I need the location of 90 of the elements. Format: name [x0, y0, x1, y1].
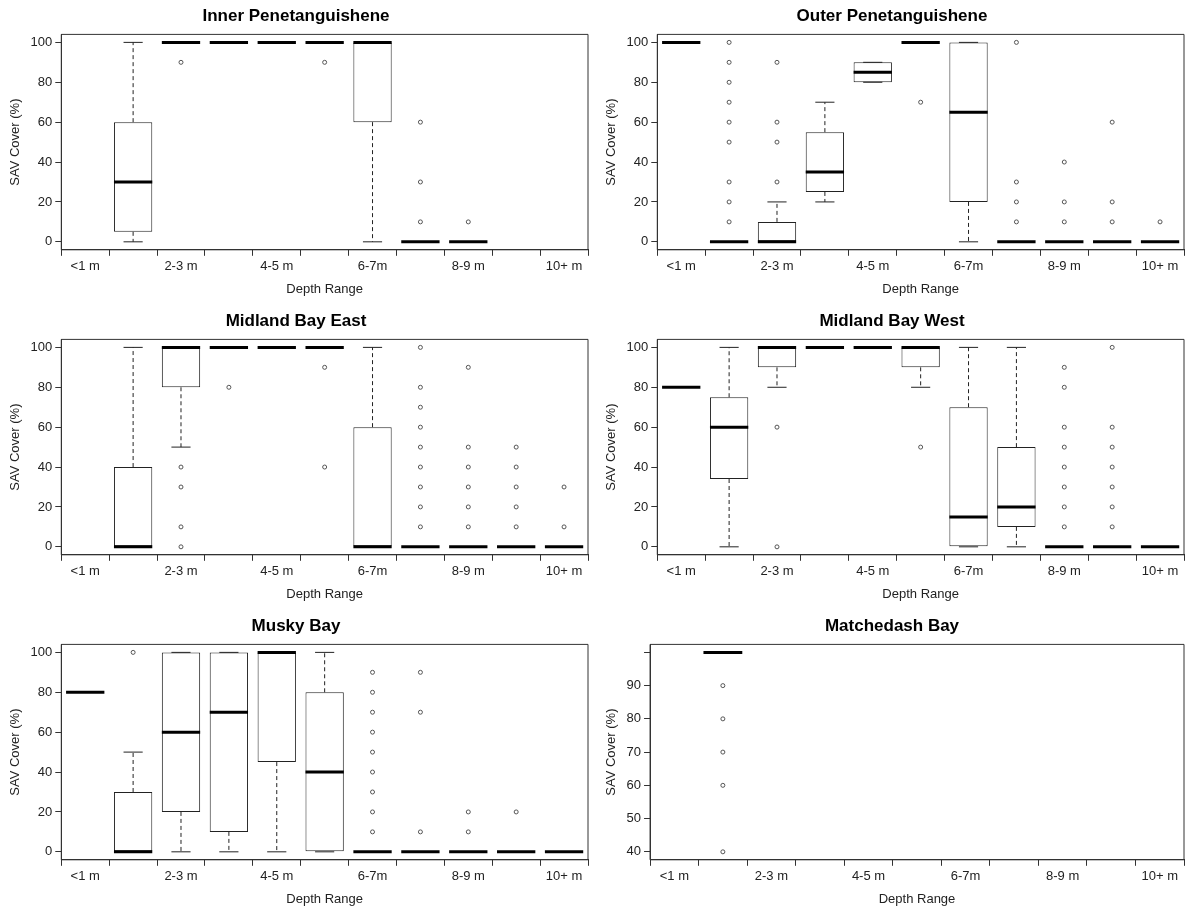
x-tick-label: 4-5 m	[260, 563, 294, 579]
x-tick-label: 2-3 m	[164, 563, 198, 579]
x-tick-label: 8-9 m	[451, 868, 485, 884]
x-tick-label: 10+ m	[1141, 563, 1179, 579]
y-tick-label: 60	[37, 418, 53, 434]
y-tick-label: 0	[641, 233, 649, 249]
x-tick-label: 6-7m	[357, 563, 388, 579]
y-axis-title: SAV Cover (%)	[7, 708, 23, 796]
y-tick-label: 80	[633, 73, 649, 89]
chart-title: Midland Bay West	[819, 310, 965, 330]
x-tick-label: 6-7m	[953, 563, 984, 579]
y-tick-label: 20	[37, 803, 53, 819]
x-tick-label: 2-3 m	[754, 868, 789, 884]
y-tick-label: 80	[633, 378, 649, 394]
y-tick-label: 100	[626, 338, 649, 354]
y-tick-label: 40	[37, 763, 53, 779]
y-tick-label: 20	[37, 498, 53, 514]
chart-title: Musky Bay	[251, 615, 341, 635]
x-tick-label: 2-3 m	[760, 258, 794, 274]
y-tick-label: 100	[626, 33, 649, 49]
y-tick-label: 40	[37, 458, 53, 474]
y-tick-label: 100	[30, 33, 53, 49]
x-axis-title: Depth Range	[882, 585, 959, 601]
x-tick-label: 6-7m	[953, 258, 984, 274]
x-tick-label: 8-9 m	[1047, 258, 1081, 274]
chart-title: Outer Penetanguishene	[796, 5, 988, 25]
y-tick-label: 20	[633, 193, 649, 209]
y-axis-title: SAV Cover (%)	[603, 98, 619, 186]
y-tick-label: 0	[45, 233, 53, 249]
y-tick-label: 100	[30, 338, 53, 354]
x-tick-label: 6-7m	[950, 868, 981, 884]
x-tick-label: 10+ m	[545, 868, 583, 884]
x-tick-label: <1 m	[666, 563, 696, 579]
y-tick-label: 60	[37, 113, 53, 129]
x-tick-label: 10+ m	[545, 258, 583, 274]
y-tick-label: 60	[633, 418, 649, 434]
y-tick-label: 80	[37, 73, 53, 89]
x-tick-label: 4-5 m	[856, 563, 890, 579]
x-tick-label: <1 m	[70, 258, 100, 274]
y-axis-title: SAV Cover (%)	[7, 403, 23, 491]
x-tick-label: <1 m	[70, 868, 100, 884]
x-tick-label: <1 m	[70, 563, 100, 579]
x-tick-label: 6-7m	[357, 258, 388, 274]
x-tick-label: <1 m	[659, 868, 689, 884]
x-tick-label: 8-9 m	[1046, 868, 1080, 884]
x-tick-label: 8-9 m	[451, 563, 485, 579]
y-tick-label: 0	[641, 538, 649, 554]
y-axis-title: SAV Cover (%)	[603, 708, 619, 796]
y-tick-label: 80	[626, 710, 642, 726]
y-tick-label: 20	[633, 498, 649, 514]
y-tick-label: 80	[37, 683, 53, 699]
y-tick-label: 70	[626, 743, 642, 759]
y-tick-label: 50	[626, 810, 642, 826]
x-tick-label: 10+ m	[1141, 258, 1179, 274]
chart-title: Inner Penetanguishene	[202, 5, 390, 25]
y-tick-label: 40	[633, 458, 649, 474]
x-tick-label: 10+ m	[545, 563, 583, 579]
y-tick-label: 0	[45, 843, 53, 859]
chart-title: Midland Bay East	[225, 310, 367, 330]
x-axis-title: Depth Range	[286, 585, 363, 601]
x-tick-label: 8-9 m	[451, 258, 485, 274]
y-tick-label: 20	[37, 193, 53, 209]
x-tick-label: 6-7m	[357, 868, 388, 884]
x-tick-label: 4-5 m	[260, 258, 294, 274]
y-tick-label: 40	[626, 843, 642, 859]
y-tick-label: 60	[633, 113, 649, 129]
x-axis-title: Depth Range	[878, 890, 956, 906]
y-tick-label: 40	[37, 153, 53, 169]
x-tick-label: 8-9 m	[1047, 563, 1081, 579]
x-tick-label: 4-5 m	[856, 258, 890, 274]
y-tick-label: 60	[626, 776, 642, 792]
x-tick-label: 10+ m	[1141, 868, 1178, 884]
y-tick-label: 60	[37, 723, 53, 739]
x-tick-label: 2-3 m	[164, 258, 198, 274]
y-tick-label: 40	[633, 153, 649, 169]
y-tick-label: 90	[626, 677, 642, 693]
x-tick-label: 2-3 m	[164, 868, 198, 884]
y-axis-title: SAV Cover (%)	[7, 98, 23, 186]
y-axis-title: SAV Cover (%)	[603, 403, 619, 491]
x-axis-title: Depth Range	[882, 280, 959, 296]
y-tick-label: 100	[30, 643, 53, 659]
chart-title: Matchedash Bay	[824, 615, 960, 635]
x-tick-label: <1 m	[666, 258, 696, 274]
y-tick-label: 80	[37, 378, 53, 394]
x-tick-label: 2-3 m	[760, 563, 794, 579]
x-tick-label: 4-5 m	[851, 868, 886, 884]
y-tick-label: 0	[45, 538, 53, 554]
x-axis-title: Depth Range	[286, 280, 363, 296]
x-tick-label: 4-5 m	[260, 868, 294, 884]
x-axis-title: Depth Range	[286, 890, 363, 906]
